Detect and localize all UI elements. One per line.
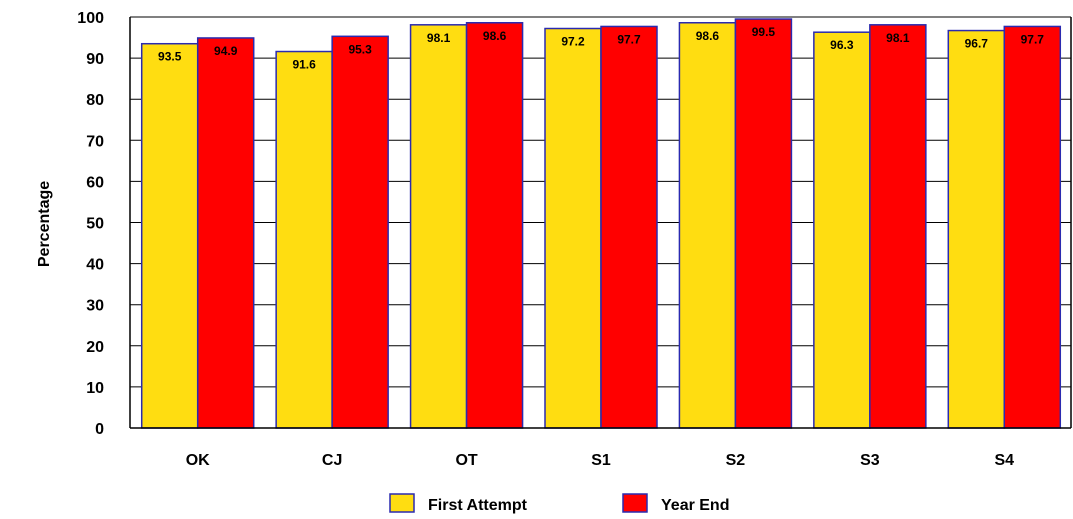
bar-first-attempt-s1 (544, 27, 602, 429)
bar-first-attempt-s3 (813, 31, 871, 429)
bar-year-end-s3 (869, 24, 927, 429)
legend-swatch (622, 493, 648, 513)
bar-year-end-s4 (1003, 25, 1062, 429)
bar-year-end-s1 (600, 25, 658, 429)
data-label: 98.6 (483, 29, 507, 43)
data-label: 95.3 (348, 42, 372, 56)
bar-first-attempt-s2 (678, 22, 737, 429)
y-tick-label: 80 (86, 92, 104, 109)
x-tick-label: OK (186, 452, 210, 469)
axes (129, 17, 1072, 429)
bar-first-attempt-s4 (947, 29, 1006, 429)
legend-swatch (389, 493, 415, 513)
bar-year-end-s2 (734, 18, 793, 429)
y-tick-label: 90 (86, 51, 104, 68)
data-label: 98.1 (427, 31, 451, 45)
x-tick-label: CJ (322, 452, 342, 469)
y-tick-label: 100 (77, 10, 104, 27)
y-axis-label: Percentage (36, 181, 53, 267)
y-tick-label: 20 (86, 339, 104, 356)
bar-first-attempt-ot (409, 24, 468, 429)
bar-year-end-cj (331, 35, 389, 429)
bars (140, 18, 1062, 429)
x-tick-label: S4 (994, 452, 1014, 469)
data-label: 94.9 (214, 44, 238, 58)
data-label: 97.7 (1021, 32, 1045, 46)
bar-first-attempt-ok (140, 42, 199, 429)
y-tick-label: 10 (86, 380, 104, 397)
x-tick-label: S1 (591, 452, 611, 469)
y-tick-labels: 0 10 20 30 40 50 60 70 80 90 100 (77, 10, 104, 438)
legend: First Attempt Year End (389, 493, 729, 514)
bar-year-end-ok (196, 37, 255, 429)
data-label: 98.1 (886, 31, 910, 45)
data-label: 97.7 (617, 32, 641, 46)
y-tick-label: 30 (86, 298, 104, 315)
y-tick-label: 70 (86, 133, 104, 150)
data-labels: 93.5 94.9 91.6 95.3 98.1 98.6 97.2 97.7 98.6 99.5… (158, 25, 1044, 71)
x-tick-label: S3 (860, 452, 880, 469)
y-tick-label: 40 (86, 257, 104, 274)
y-tick-label: 0 (95, 421, 104, 438)
data-label: 99.5 (752, 25, 776, 39)
y-tick-label: 50 (86, 216, 104, 233)
x-tick-labels: OK CJ OT S1 S2 S3 S4 (186, 452, 1014, 469)
x-tick-label: S2 (726, 452, 746, 469)
data-label: 91.6 (292, 58, 316, 72)
y-tick-label: 60 (86, 174, 104, 191)
legend-label: Year End (661, 497, 729, 514)
bar-first-attempt-cj (275, 50, 333, 429)
data-label: 97.2 (561, 35, 585, 49)
data-label: 96.7 (965, 37, 989, 51)
data-label: 98.6 (696, 29, 720, 43)
x-tick-label: OT (455, 452, 477, 469)
data-label: 93.5 (158, 50, 182, 64)
bar-year-end-ot (465, 22, 524, 429)
legend-label: First Attempt (428, 497, 528, 514)
data-label: 96.3 (830, 38, 854, 52)
